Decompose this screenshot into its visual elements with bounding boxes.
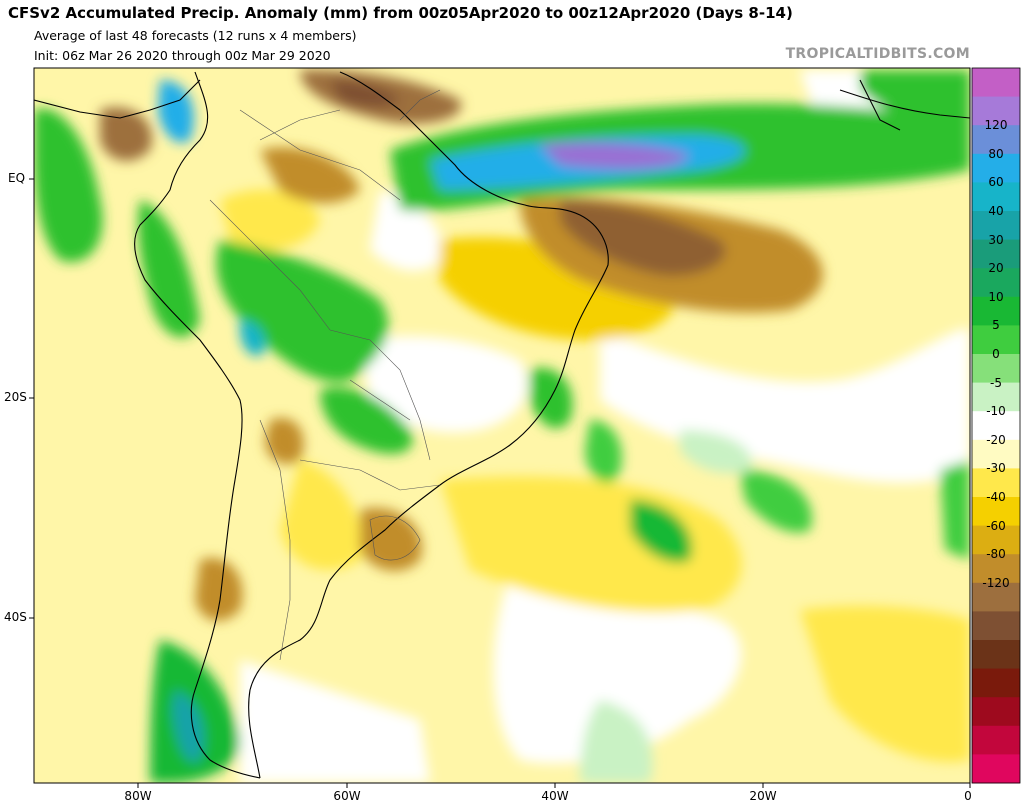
colorbar-label: -10 (986, 404, 1006, 419)
lat-label-40s: 40S (4, 610, 27, 624)
colorbar-label: 30 (988, 232, 1004, 247)
lon-label-0: 0 (964, 789, 972, 803)
colorbar-swatch (972, 668, 1020, 698)
colorbar-swatch (972, 468, 1020, 498)
colorbar-swatch (972, 439, 1020, 469)
axis-ticks (29, 178, 971, 788)
colorbar-label: 120 (984, 118, 1008, 133)
colorbar-label: 20 (988, 261, 1004, 276)
colorbar-swatch (972, 611, 1020, 641)
forecast-info: Average of last 48 forecasts (12 runs x … (34, 28, 357, 43)
init-info: Init: 06z Mar 26 2020 through 00z Mar 29… (34, 48, 331, 63)
colorbar-swatch (972, 125, 1020, 155)
colorbar-swatch (972, 497, 1020, 527)
colorbar-label: -5 (990, 375, 1002, 390)
colorbar-swatch (972, 525, 1020, 555)
colorbar-label: -80 (986, 547, 1006, 562)
colorbar-swatch (972, 382, 1020, 412)
colorbar-swatch (972, 725, 1020, 755)
colorbar-swatch (972, 96, 1020, 126)
lat-label-20s: 20S (4, 390, 27, 404)
colorbar-label: 5 (992, 318, 1000, 333)
colorbar-swatch (972, 354, 1020, 384)
coastlines (34, 71, 970, 779)
colorbar-swatch (972, 153, 1020, 183)
colorbar-label: 10 (988, 289, 1004, 304)
country-borders (209, 89, 441, 661)
lon-label-60w: 60W (333, 789, 361, 803)
map-frame (33, 67, 971, 784)
anomaly-field (34, 68, 970, 783)
colorbar-swatch (972, 411, 1020, 441)
colorbar-swatch (972, 296, 1020, 326)
colorbar-label: -120 (982, 575, 1010, 590)
colorbar-label: 0 (992, 347, 1000, 361)
colorbar-label: -60 (986, 518, 1006, 533)
colorbar (972, 68, 1020, 784)
lon-label-40w: 40W (541, 789, 569, 803)
lon-label-80w: 80W (124, 789, 152, 803)
colorbar-swatch (972, 640, 1020, 670)
colorbar-swatch (972, 268, 1020, 298)
lon-label-20w: 20W (749, 789, 777, 803)
colorbar-swatch (972, 582, 1020, 612)
colorbar-label: 40 (988, 204, 1004, 218)
colorbar-swatch (972, 182, 1020, 212)
colorbar-swatch (972, 68, 1020, 98)
map-title: CFSv2 Accumulated Precip. Anomaly (mm) f… (8, 4, 793, 22)
colorbar-label: -40 (986, 490, 1006, 504)
colorbar-label: 60 (988, 175, 1004, 190)
colorbar-swatch (972, 754, 1020, 784)
brand-watermark: TROPICALTIDBITS.COM (785, 46, 970, 62)
colorbar-swatch (972, 697, 1020, 727)
colorbar-label: -20 (986, 432, 1006, 447)
colorbar-label: 80 (988, 146, 1004, 161)
colorbar-swatch (972, 325, 1020, 355)
colorbar-label: -30 (986, 461, 1006, 476)
colorbar-swatch (972, 554, 1020, 584)
lat-label-eq: EQ (8, 171, 26, 185)
colorbar-swatch (972, 211, 1020, 241)
colorbar-swatch (972, 239, 1020, 269)
